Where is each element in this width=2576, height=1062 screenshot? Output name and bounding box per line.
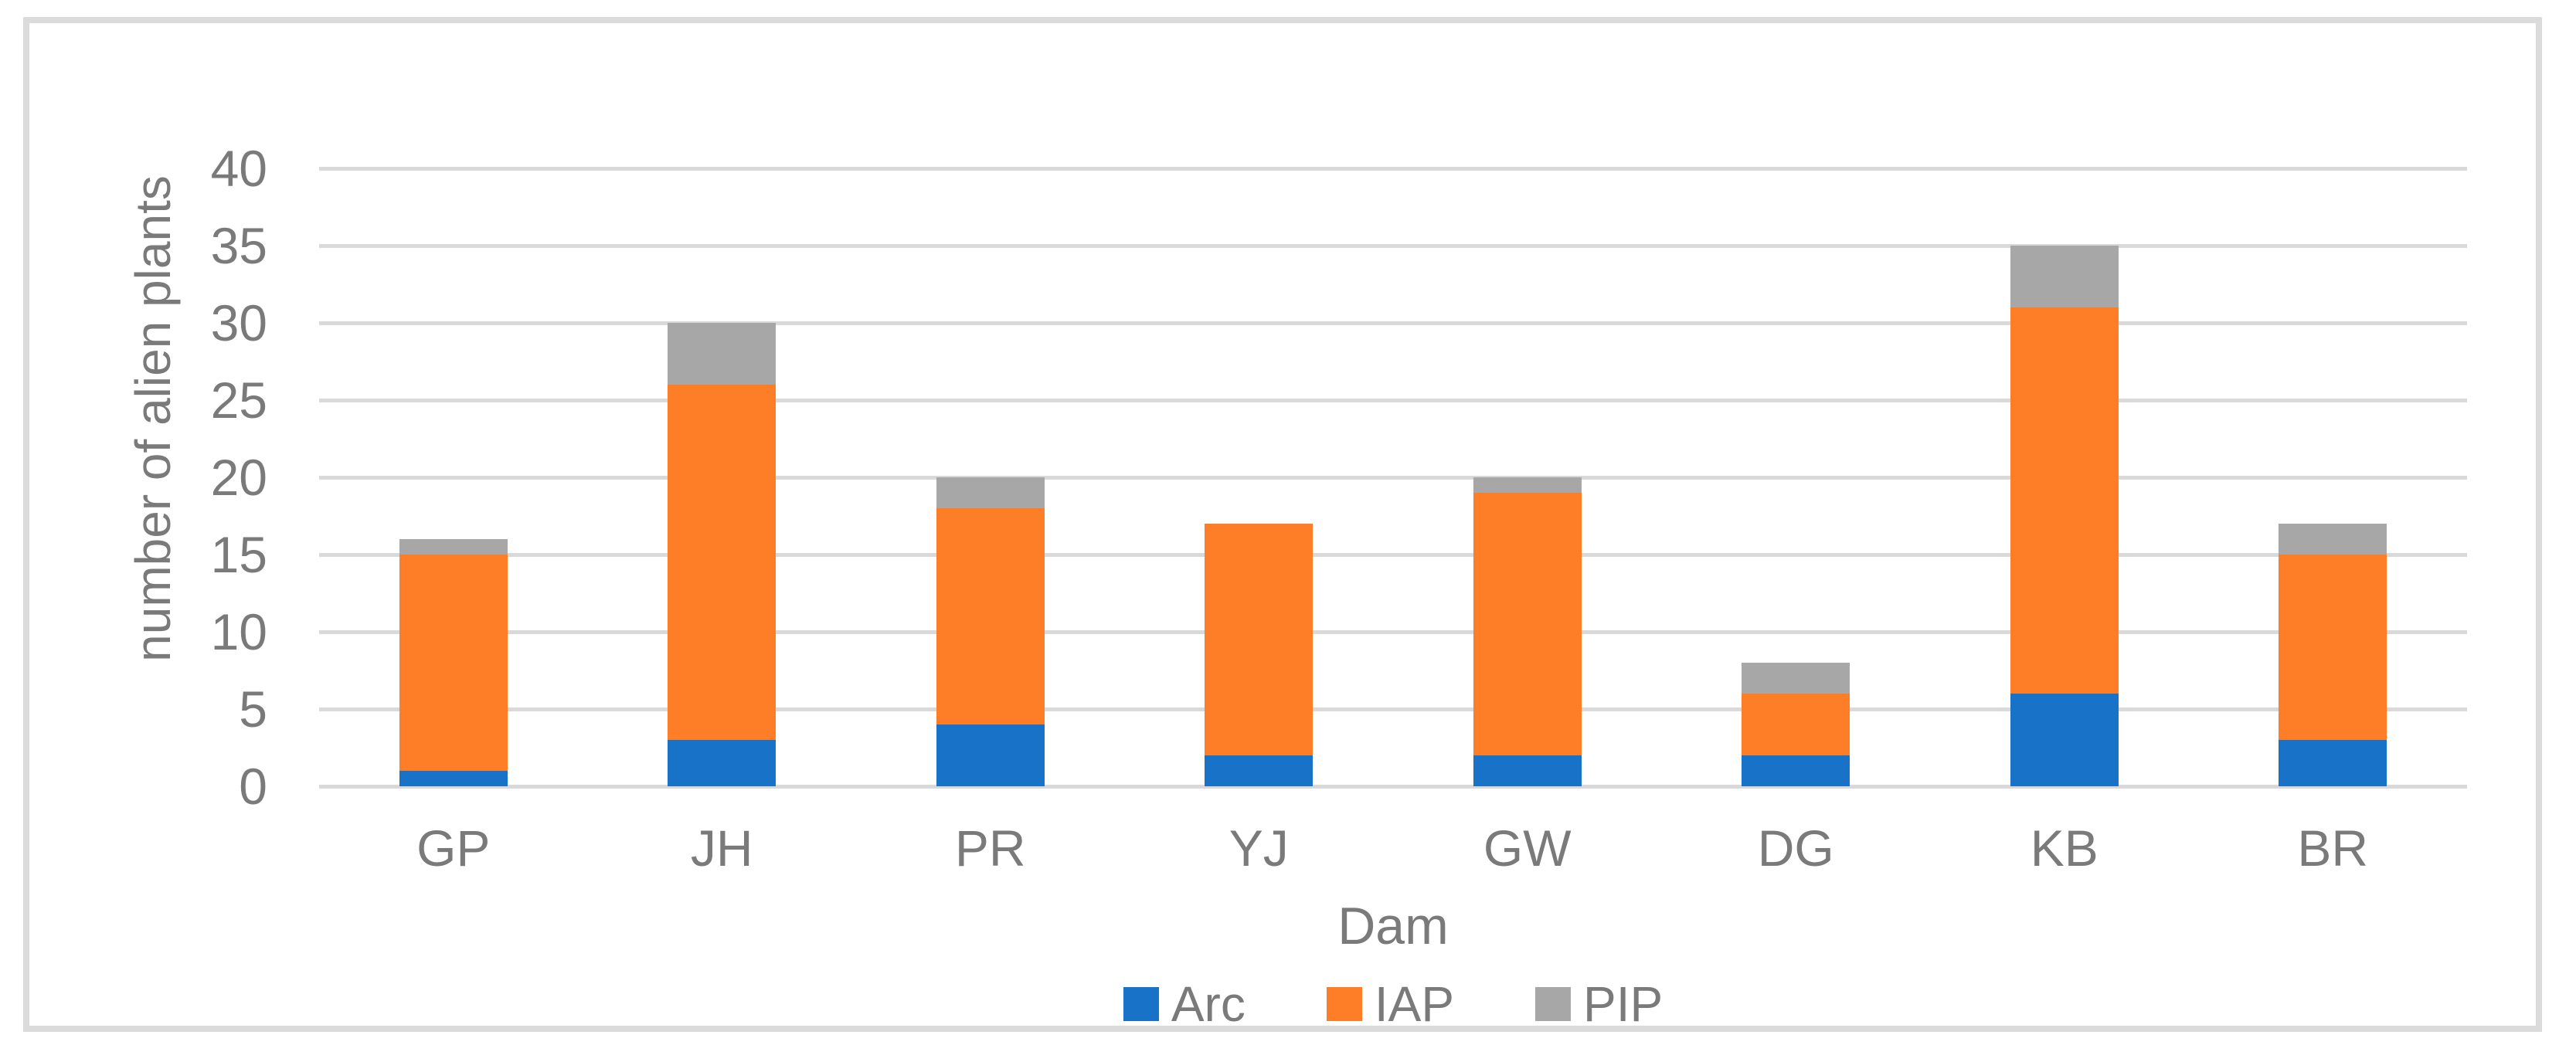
segment-PIP-GP <box>399 539 508 555</box>
legend-label-IAP: IAP <box>1374 976 1454 1032</box>
y-tick-label-35: 35 <box>210 217 267 274</box>
segment-Arc-BR <box>2279 740 2387 786</box>
gridline-y-25 <box>319 398 2467 402</box>
legend-label-PIP: PIP <box>1583 976 1664 1032</box>
bar-slot-PR <box>856 168 1125 786</box>
legend-item-Arc: Arc <box>1123 979 1246 1029</box>
segment-PIP-GW <box>1473 477 1582 493</box>
segment-PIP-KB <box>2010 246 2119 307</box>
legend: Arc IAP PIP <box>319 979 2467 1029</box>
x-axis-title: Dam <box>1337 897 1449 955</box>
x-category-label-GP: GP <box>416 819 491 877</box>
y-tick-label-20: 20 <box>210 449 267 506</box>
x-axis-category-labels: GP JH PR YJ GW DG KB BR <box>319 819 2467 877</box>
segment-IAP-KB <box>2010 307 2119 694</box>
bar-slot-DG <box>1662 168 1931 786</box>
gridline-y-40 <box>319 166 2467 171</box>
segment-IAP-JH <box>668 385 777 740</box>
x-category-label-PR: PR <box>954 819 1026 877</box>
x-category-label-YJ: YJ <box>1229 819 1289 877</box>
bar-stack-JH <box>668 323 777 786</box>
segment-Arc-YJ <box>1205 755 1313 786</box>
segment-PIP-PR <box>936 477 1045 508</box>
y-axis-title: number of alien plants <box>125 175 181 662</box>
y-tick-label-40: 40 <box>210 140 267 197</box>
bar-slot-YJ <box>1125 168 1394 786</box>
segment-IAP-PR <box>936 508 1045 724</box>
bar-stack-GW <box>1473 477 1582 786</box>
bar-slot-KB <box>1930 168 2199 786</box>
x-category-label-JH: JH <box>690 819 753 877</box>
bar-stack-BR <box>2279 524 2387 786</box>
legend-item-PIP: PIP <box>1535 979 1663 1029</box>
gridline-y-20 <box>319 475 2467 480</box>
bars-group <box>319 168 2467 786</box>
segment-Arc-DG <box>1742 755 1850 786</box>
gridline-y-15 <box>319 552 2467 557</box>
legend-swatch-PIP <box>1535 987 1571 1021</box>
segment-PIP-DG <box>1742 663 1850 694</box>
gridline-y-5 <box>319 707 2467 711</box>
x-category-label-GW: GW <box>1483 819 1572 877</box>
y-tick-label-5: 5 <box>239 680 267 738</box>
chart-border-frame: 0 5 10 15 20 25 30 35 40 number of alien plants … <box>23 17 2542 1032</box>
segment-IAP-YJ <box>1205 524 1313 755</box>
gridline-y-35 <box>319 243 2467 248</box>
segment-IAP-BR <box>2279 555 2387 740</box>
legend-label-Arc: Arc <box>1171 976 1246 1032</box>
segment-IAP-DG <box>1742 694 1850 755</box>
x-category-label-DG: DG <box>1757 819 1834 877</box>
gridline-y-0 <box>319 784 2467 789</box>
bar-slot-BR <box>2199 168 2468 786</box>
segment-Arc-PR <box>936 724 1045 786</box>
y-tick-label-15: 15 <box>210 526 267 583</box>
segment-Arc-GW <box>1473 755 1582 786</box>
legend-swatch-Arc <box>1123 987 1159 1021</box>
segment-IAP-GP <box>399 555 508 771</box>
segment-Arc-JH <box>668 740 777 786</box>
y-tick-label-0: 0 <box>239 758 267 815</box>
gridline-y-10 <box>319 629 2467 634</box>
y-tick-label-30: 30 <box>210 294 267 351</box>
y-tick-label-25: 25 <box>210 372 267 429</box>
legend-item-IAP: IAP <box>1326 976 1454 1032</box>
y-tick-label-10: 10 <box>210 603 267 660</box>
segment-PIP-JH <box>668 323 777 385</box>
bar-stack-PR <box>936 477 1045 786</box>
segment-IAP-GW <box>1473 493 1582 755</box>
gridline-y-30 <box>319 321 2467 325</box>
x-category-label-KB: KB <box>2030 819 2099 877</box>
bar-stack-KB <box>2010 246 2119 786</box>
bar-stack-YJ <box>1205 524 1313 786</box>
bar-slot-JH <box>588 168 857 786</box>
x-category-label-BR: BR <box>2297 819 2369 877</box>
plot-area <box>319 166 2467 789</box>
bar-slot-GP <box>319 168 588 786</box>
bar-stack-DG <box>1742 663 1850 786</box>
legend-swatch-IAP <box>1326 987 1362 1021</box>
segment-Arc-KB <box>2010 694 2119 786</box>
bar-stack-GP <box>399 539 508 786</box>
bar-slot-GW <box>1393 168 1662 786</box>
segment-Arc-GP <box>399 771 508 786</box>
segment-PIP-BR <box>2279 524 2387 555</box>
y-axis-tick-labels: 0 5 10 15 20 25 30 35 40 <box>122 140 267 815</box>
